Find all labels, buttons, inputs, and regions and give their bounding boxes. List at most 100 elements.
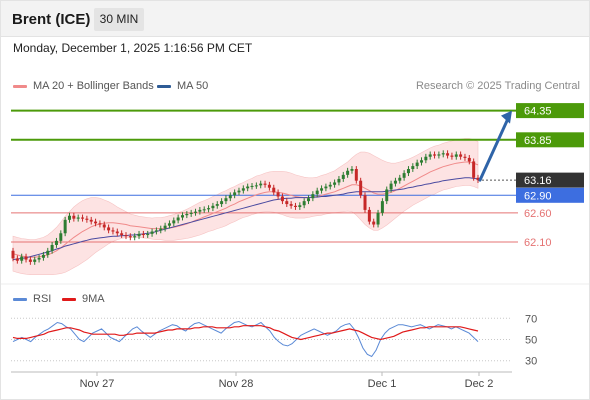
candle-body bbox=[102, 224, 106, 228]
candle-body bbox=[124, 235, 128, 237]
candle-body bbox=[367, 209, 371, 222]
x-tick-label: Nov 27 bbox=[80, 378, 115, 390]
candle-body bbox=[459, 154, 463, 157]
candle-body bbox=[28, 259, 32, 262]
level-tag-62.90 bbox=[516, 187, 584, 203]
candle-body bbox=[463, 156, 467, 158]
ma20-swatch bbox=[13, 84, 27, 88]
candle-body bbox=[211, 205, 215, 209]
candle-body bbox=[198, 209, 202, 212]
candle-body bbox=[298, 205, 302, 207]
candle-body bbox=[437, 154, 441, 156]
candle-body bbox=[237, 190, 241, 193]
candle-body bbox=[167, 223, 171, 226]
candle-body bbox=[128, 236, 132, 238]
legend-rsi-label: RSI bbox=[33, 293, 52, 305]
candle-body bbox=[359, 180, 363, 196]
candle-body bbox=[220, 201, 224, 205]
candle-body bbox=[280, 196, 284, 202]
candle-body bbox=[398, 177, 402, 181]
candle-body bbox=[320, 188, 324, 191]
candle-body bbox=[46, 250, 50, 255]
candle-body bbox=[11, 250, 15, 259]
rsi-tick-30: 30 bbox=[525, 356, 537, 368]
x-tick-label: Dec 2 bbox=[465, 378, 494, 390]
candle-body bbox=[393, 180, 397, 184]
candle-body bbox=[289, 204, 293, 206]
rsi-tick-70: 70 bbox=[525, 313, 537, 325]
candle-body bbox=[472, 161, 476, 178]
candle-body bbox=[54, 240, 58, 245]
credit-text: Research © 2025 Trading Central bbox=[415, 80, 580, 92]
candle-body bbox=[385, 189, 389, 202]
candle-body bbox=[137, 233, 141, 237]
candle-body bbox=[263, 183, 267, 185]
level-tag-64.35 bbox=[516, 103, 584, 119]
x-tick-label: Nov 28 bbox=[219, 378, 254, 390]
rsi-ma9-line bbox=[12, 325, 479, 341]
candle-body bbox=[311, 194, 315, 199]
ma9-swatch bbox=[62, 297, 76, 301]
level-label-62.60: 62.60 bbox=[524, 208, 552, 220]
candle-body bbox=[363, 195, 367, 210]
level-tag-63.85 bbox=[516, 132, 584, 148]
candle-body bbox=[389, 183, 393, 190]
candle-body bbox=[272, 187, 276, 193]
candle-body bbox=[285, 201, 289, 205]
legend-rsi: RSI bbox=[13, 293, 51, 305]
candle-body bbox=[176, 217, 180, 221]
candle-body bbox=[50, 244, 54, 251]
candle-body bbox=[37, 257, 41, 260]
candle-body bbox=[94, 221, 98, 224]
candle-body bbox=[194, 211, 198, 213]
candle-body bbox=[120, 233, 124, 236]
candle-body bbox=[428, 154, 432, 157]
candle-body bbox=[376, 212, 380, 225]
candle-body bbox=[450, 155, 454, 157]
bollinger-band bbox=[12, 138, 479, 275]
candle-body bbox=[89, 219, 93, 222]
candle-body bbox=[233, 192, 237, 196]
x-tick-label: Dec 1 bbox=[368, 378, 397, 390]
candle-body bbox=[146, 233, 150, 236]
candle-body bbox=[441, 153, 445, 155]
interval-selector[interactable]: 30 MIN bbox=[94, 8, 144, 31]
ma50-line bbox=[12, 177, 479, 261]
candle-body bbox=[267, 184, 271, 188]
candle-body bbox=[402, 173, 406, 178]
candle-body bbox=[115, 231, 119, 234]
candle-body bbox=[72, 215, 76, 219]
candle-body bbox=[150, 231, 154, 234]
candle-body bbox=[207, 208, 211, 210]
candle-body bbox=[433, 154, 437, 156]
candle-body bbox=[98, 223, 102, 225]
candle-body bbox=[33, 259, 37, 262]
candle-body bbox=[302, 201, 306, 206]
level-label-63.16: 63.16 bbox=[524, 175, 552, 187]
legend-ma9: 9MA bbox=[62, 293, 105, 305]
candle-body bbox=[259, 183, 263, 186]
chart-header: Brent (ICE) 30 MIN bbox=[1, 1, 589, 37]
level-label-62.10: 62.10 bbox=[524, 237, 552, 249]
candle-body bbox=[67, 215, 71, 220]
forecast-arrow-shaft bbox=[478, 117, 510, 182]
candle-body bbox=[372, 221, 376, 225]
candle-body bbox=[159, 228, 163, 231]
candle-body bbox=[328, 184, 332, 187]
candle-body bbox=[333, 182, 337, 185]
candle-body bbox=[350, 169, 354, 171]
candle-body bbox=[85, 218, 89, 220]
candle-body bbox=[20, 256, 24, 261]
candle-body bbox=[154, 230, 158, 232]
candle-body bbox=[224, 198, 228, 202]
legend-ma9-label: 9MA bbox=[82, 293, 105, 305]
candle-body bbox=[420, 160, 424, 163]
candle-body bbox=[228, 195, 232, 199]
candle-body bbox=[202, 209, 206, 211]
level-label-63.85: 63.85 bbox=[524, 135, 552, 147]
candle-body bbox=[254, 185, 258, 187]
candle-body bbox=[24, 256, 28, 260]
candle-body bbox=[111, 230, 115, 232]
candle-body bbox=[133, 236, 137, 238]
legend-ma50: MA 50 bbox=[157, 80, 208, 92]
